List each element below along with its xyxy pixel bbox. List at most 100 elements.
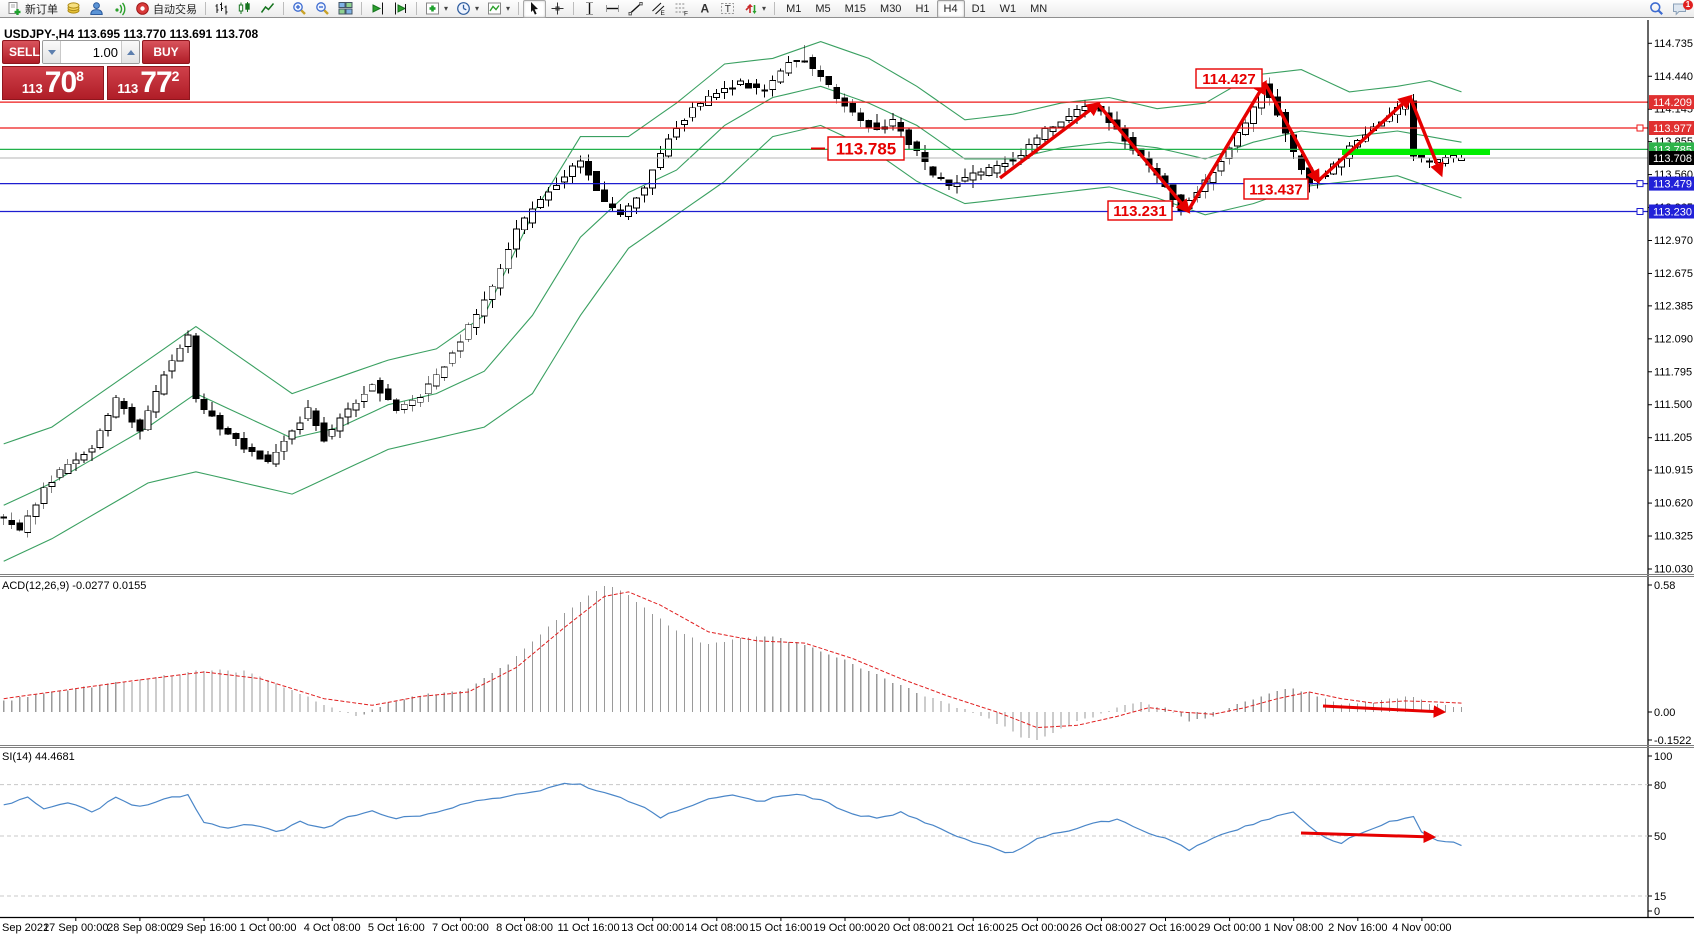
svg-text:5 Oct 16:00: 5 Oct 16:00 xyxy=(368,922,425,934)
chart-shift-button[interactable] xyxy=(389,0,412,18)
cursor-icon xyxy=(527,1,542,16)
periods-button[interactable]: ▾ xyxy=(452,0,483,18)
annotation-text: 113.231 xyxy=(1113,203,1166,220)
macd-trend-arrow[interactable] xyxy=(1322,704,1447,718)
search-button[interactable] xyxy=(1645,0,1668,18)
timeframe-w1-button[interactable]: W1 xyxy=(999,2,1017,15)
charts-button[interactable] xyxy=(62,0,85,18)
dropdown-caret-icon: ▾ xyxy=(475,4,480,13)
autotrade-button-label: 自动交易 xyxy=(153,3,197,16)
svg-text:2 Nov 16:00: 2 Nov 16:00 xyxy=(1328,922,1387,934)
rsi-panel: SI(14) 44.4681 100 80 50 15 0 xyxy=(0,751,1672,918)
rsi-label: SI(14) 44.4681 xyxy=(2,751,75,763)
fibo-button[interactable]: F xyxy=(670,0,693,18)
macd-label: ACD(12,26,9) -0.0277 0.0155 xyxy=(2,580,146,592)
label-button[interactable]: T xyxy=(716,0,739,18)
line-handle[interactable] xyxy=(1636,208,1644,215)
svg-text:Sep 2021: Sep 2021 xyxy=(2,922,49,934)
svg-text:111.795: 111.795 xyxy=(1654,366,1692,378)
timeframe-m15-button[interactable]: M15 xyxy=(844,2,867,15)
svg-text:0.00: 0.00 xyxy=(1654,707,1675,719)
trendline-icon xyxy=(628,1,643,16)
candle-chart-button[interactable] xyxy=(233,0,256,18)
buy-price-display[interactable]: 113 77 2 xyxy=(106,66,190,100)
toolbar-separator xyxy=(283,2,284,15)
line-chart-button[interactable] xyxy=(256,0,279,18)
shapes-button[interactable]: ▾ xyxy=(739,0,770,18)
rsi-trend-arrow[interactable] xyxy=(1300,830,1437,844)
toolbar-separator xyxy=(361,2,362,15)
trend-zigzag-arrows[interactable] xyxy=(998,79,1444,214)
autotrade-button[interactable]: 自动交易 xyxy=(131,0,201,18)
toolbar: 新订单 自动交易 ▾ ▾ ▾ E F A T ▾ M1 M5 M15 M30 H1 H4 D1 W1 MN 1 xyxy=(0,0,1694,18)
cursor-button[interactable] xyxy=(523,0,547,18)
sell-button[interactable]: SELL xyxy=(2,40,40,64)
new-order-button[interactable]: 新订单 xyxy=(3,0,62,18)
annotation-box[interactable] xyxy=(1243,178,1309,200)
timeframe-h1-button[interactable]: H1 xyxy=(915,2,930,15)
signals-icon xyxy=(112,1,127,16)
chart-shift-icon xyxy=(393,1,408,16)
templates-button[interactable]: ▾ xyxy=(483,0,514,18)
bar-chart-button[interactable] xyxy=(210,0,233,18)
volume-decrease-button[interactable] xyxy=(43,41,61,63)
svg-text:112.970: 112.970 xyxy=(1654,235,1693,247)
zoom-in-button[interactable] xyxy=(288,0,311,18)
crosshair-button[interactable] xyxy=(546,0,569,18)
volume-stepper xyxy=(42,40,140,64)
notifications-button[interactable]: 1 xyxy=(1668,0,1693,18)
new-order-icon xyxy=(7,1,22,16)
svg-text:100: 100 xyxy=(1654,751,1672,763)
timeframe-m30-button[interactable]: M30 xyxy=(880,2,902,15)
svg-text:T: T xyxy=(725,4,731,15)
volume-increase-button[interactable] xyxy=(121,41,139,63)
text-button[interactable]: A xyxy=(693,0,716,18)
svg-text:113.230: 113.230 xyxy=(1653,207,1692,219)
line-handle[interactable] xyxy=(1636,180,1644,188)
line-handle[interactable] xyxy=(1636,124,1644,132)
vline-button[interactable] xyxy=(578,0,601,18)
line-chart-icon xyxy=(260,1,275,16)
annotation-box[interactable] xyxy=(1107,200,1173,221)
svg-text:50: 50 xyxy=(1654,831,1666,843)
svg-text:111.205: 111.205 xyxy=(1654,432,1692,444)
sell-price-big: 70 xyxy=(44,66,77,99)
charts-icon xyxy=(66,1,81,16)
sell-price-display[interactable]: 113 70 8 xyxy=(2,66,104,100)
signals-button[interactable] xyxy=(108,0,131,18)
timeframe-d1-button[interactable]: D1 xyxy=(971,2,986,15)
timeframe-h4-button[interactable]: H4 xyxy=(936,0,965,18)
profile-button[interactable] xyxy=(85,0,108,18)
svg-text:29 Oct 00:00: 29 Oct 00:00 xyxy=(1198,922,1261,934)
zoom-out-button[interactable] xyxy=(311,0,334,18)
annotation-box[interactable] xyxy=(827,136,905,161)
hline-button[interactable] xyxy=(601,0,624,18)
buy-button[interactable]: BUY xyxy=(142,40,190,64)
rsi-line xyxy=(3,782,1462,854)
annotation-box[interactable] xyxy=(1195,68,1263,89)
price-axis[interactable]: 114.735114.440114.145113.855113.560113.2… xyxy=(1647,20,1694,917)
timeframe-m1-button[interactable]: M1 xyxy=(786,2,802,15)
trendline-button[interactable] xyxy=(624,0,647,18)
sell-price-prefix: 113 xyxy=(21,81,43,96)
auto-scroll-button[interactable] xyxy=(366,0,389,18)
svg-text:4 Nov 00:00: 4 Nov 00:00 xyxy=(1392,922,1451,934)
timeframe-m5-button[interactable]: M5 xyxy=(815,2,831,15)
macd-signal-line xyxy=(3,591,1462,729)
chart-ohlc-title: USDJPY-,H4 113.695 113.770 113.691 113.7… xyxy=(4,27,259,41)
timeframe-mn-button[interactable]: MN xyxy=(1030,2,1048,15)
text-icon: A xyxy=(697,1,712,16)
tile-windows-icon xyxy=(338,1,353,16)
templates-icon xyxy=(487,1,502,16)
tile-windows-button[interactable] xyxy=(334,0,357,18)
svg-text:114.735: 114.735 xyxy=(1654,38,1693,50)
svg-text:-0.1522: -0.1522 xyxy=(1654,735,1691,747)
crosshair-icon xyxy=(550,1,565,16)
channel-button[interactable]: E xyxy=(647,0,670,18)
zoom-out-icon xyxy=(315,1,330,16)
indicators-button[interactable]: ▾ xyxy=(421,0,452,18)
volume-input[interactable] xyxy=(61,41,121,63)
candlesticks xyxy=(0,44,1465,538)
svg-text:4 Oct 08:00: 4 Oct 08:00 xyxy=(304,922,361,934)
